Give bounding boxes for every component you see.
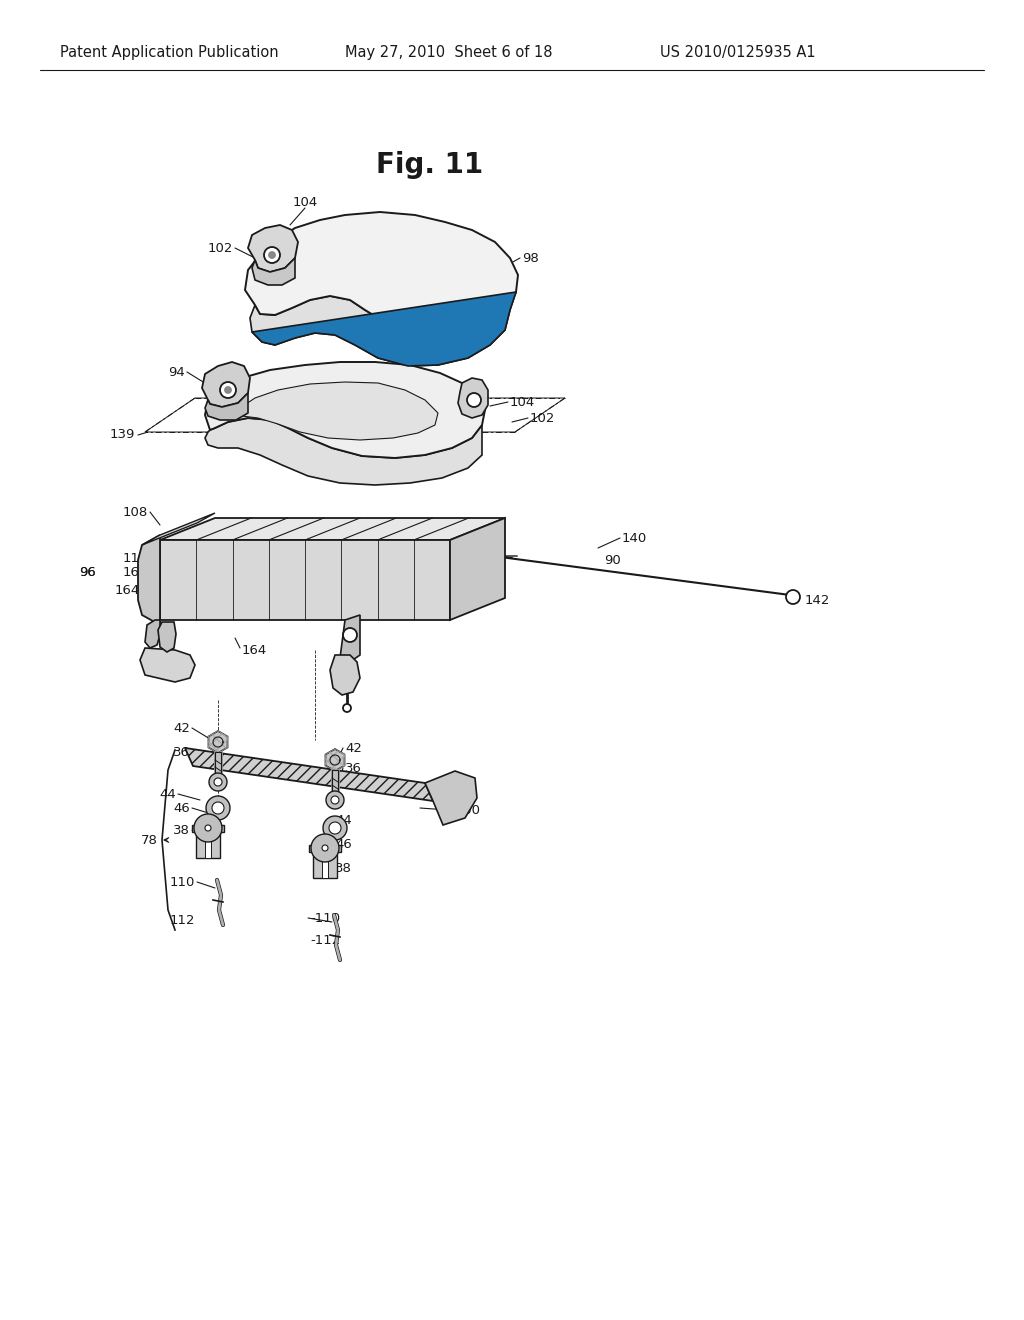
Polygon shape — [158, 622, 176, 652]
Polygon shape — [252, 292, 516, 366]
Polygon shape — [313, 847, 337, 878]
Polygon shape — [160, 517, 505, 540]
Polygon shape — [332, 770, 338, 805]
Polygon shape — [206, 796, 230, 820]
Circle shape — [220, 381, 236, 399]
Text: 96: 96 — [79, 565, 96, 578]
Polygon shape — [425, 771, 477, 825]
Polygon shape — [212, 803, 224, 814]
Polygon shape — [202, 362, 250, 407]
Text: 162: 162 — [123, 566, 148, 579]
Text: 42: 42 — [345, 742, 361, 755]
Polygon shape — [142, 513, 215, 545]
Text: 139: 139 — [110, 429, 135, 441]
Polygon shape — [450, 517, 505, 620]
Polygon shape — [145, 620, 160, 648]
Text: US 2010/0125935 A1: US 2010/0125935 A1 — [660, 45, 816, 59]
Polygon shape — [205, 362, 485, 458]
Text: 78: 78 — [141, 833, 158, 846]
Polygon shape — [209, 774, 227, 791]
Polygon shape — [160, 540, 450, 620]
Text: Fig. 11: Fig. 11 — [377, 150, 483, 180]
Polygon shape — [331, 796, 339, 804]
Text: 138: 138 — [360, 565, 385, 578]
Text: 142: 142 — [805, 594, 830, 606]
Polygon shape — [193, 825, 224, 832]
Polygon shape — [214, 777, 222, 785]
Text: 44: 44 — [335, 813, 352, 826]
Text: -100: -100 — [450, 804, 480, 817]
Text: -110: -110 — [310, 912, 340, 924]
Polygon shape — [322, 845, 328, 851]
Text: -110: -110 — [302, 594, 332, 606]
Text: 140: 140 — [622, 532, 647, 544]
Text: 36: 36 — [173, 746, 190, 759]
Text: 38: 38 — [173, 824, 190, 837]
Text: 96: 96 — [440, 591, 457, 605]
Circle shape — [467, 393, 481, 407]
Polygon shape — [309, 845, 341, 851]
Circle shape — [264, 247, 280, 263]
Text: Patent Application Publication: Patent Application Publication — [60, 45, 279, 59]
Polygon shape — [234, 381, 438, 440]
Polygon shape — [209, 731, 227, 752]
Polygon shape — [245, 213, 518, 333]
Polygon shape — [248, 224, 298, 272]
Polygon shape — [458, 378, 488, 418]
Text: 38: 38 — [335, 862, 352, 874]
Polygon shape — [323, 816, 347, 840]
Polygon shape — [215, 752, 221, 787]
Text: 96: 96 — [79, 565, 96, 578]
Polygon shape — [205, 828, 211, 858]
Polygon shape — [196, 828, 220, 858]
Text: 164: 164 — [115, 583, 140, 597]
Polygon shape — [205, 825, 211, 832]
Text: 110: 110 — [170, 875, 195, 888]
Text: 94: 94 — [168, 366, 185, 379]
Polygon shape — [205, 393, 248, 420]
Text: 102: 102 — [208, 242, 233, 255]
Text: 104: 104 — [510, 396, 536, 408]
Polygon shape — [140, 648, 195, 682]
Polygon shape — [330, 655, 360, 696]
Text: 46: 46 — [173, 801, 190, 814]
Circle shape — [343, 704, 351, 711]
Text: 164: 164 — [242, 644, 267, 656]
Text: 90: 90 — [604, 553, 621, 566]
Polygon shape — [326, 791, 344, 809]
Polygon shape — [194, 814, 222, 842]
Text: 44: 44 — [160, 788, 176, 800]
Text: -112: -112 — [310, 933, 340, 946]
Polygon shape — [185, 748, 433, 801]
Text: 104: 104 — [293, 195, 317, 209]
Polygon shape — [250, 292, 516, 366]
Text: 36: 36 — [345, 762, 361, 775]
Text: 110: 110 — [123, 552, 148, 565]
Text: 46: 46 — [335, 838, 352, 851]
Polygon shape — [322, 847, 328, 878]
Polygon shape — [311, 834, 339, 862]
Polygon shape — [252, 257, 295, 285]
Text: 98: 98 — [522, 252, 539, 264]
Polygon shape — [340, 615, 360, 663]
Text: 42: 42 — [173, 722, 190, 734]
Circle shape — [269, 252, 275, 257]
Circle shape — [343, 628, 357, 642]
Text: 102: 102 — [530, 412, 555, 425]
Circle shape — [786, 590, 800, 605]
Polygon shape — [205, 418, 482, 484]
Text: 112: 112 — [170, 913, 195, 927]
Text: 108: 108 — [123, 506, 148, 519]
Polygon shape — [326, 748, 344, 771]
Circle shape — [225, 387, 231, 393]
Polygon shape — [138, 535, 160, 624]
Polygon shape — [329, 822, 341, 834]
Text: May 27, 2010  Sheet 6 of 18: May 27, 2010 Sheet 6 of 18 — [345, 45, 553, 59]
